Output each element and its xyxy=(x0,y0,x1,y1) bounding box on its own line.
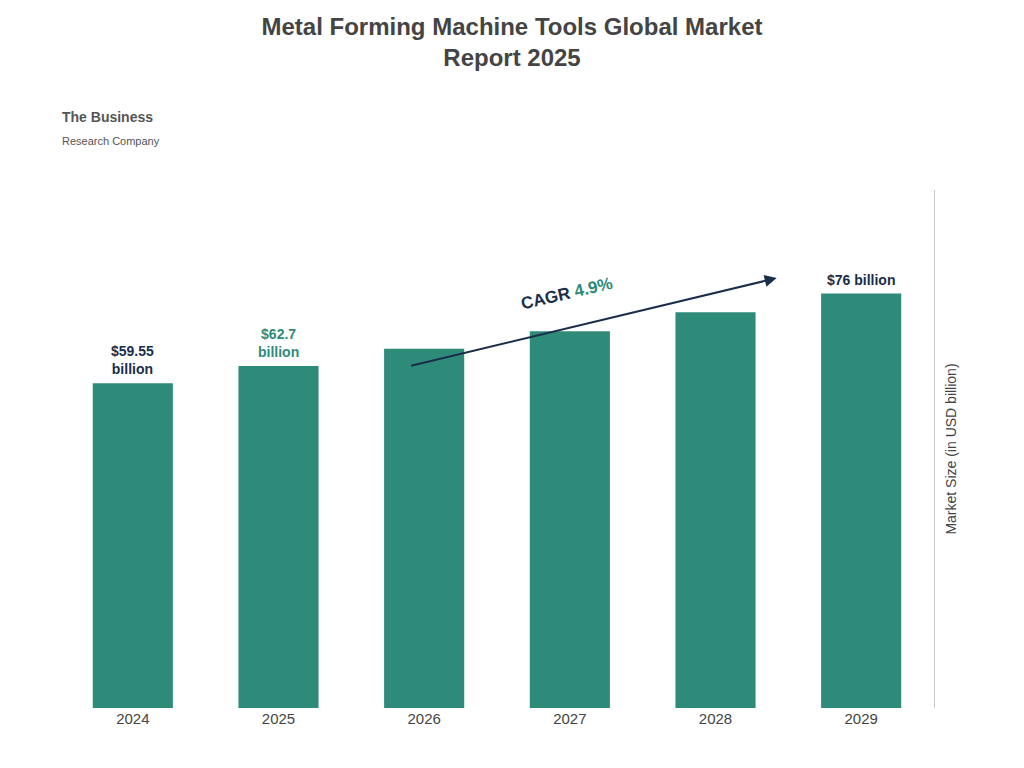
svg-text:Metal Forming Machine Tools Gl: Metal Forming Machine Tools Global Marke… xyxy=(262,13,763,71)
svg-text:$76 billion: $76 billion xyxy=(827,272,895,288)
svg-text:2024: 2024 xyxy=(116,710,149,727)
svg-text:CAGR 4.9%: CAGR 4.9% xyxy=(519,274,614,314)
svg-text:Market Size (in USD billion): Market Size (in USD billion) xyxy=(943,363,959,534)
svg-text:Research Company: Research Company xyxy=(62,135,160,147)
svg-text:The Business: The Business xyxy=(62,109,153,125)
svg-text:$62.7billion: $62.7billion xyxy=(258,326,299,360)
svg-text:2028: 2028 xyxy=(699,710,732,727)
svg-text:2025: 2025 xyxy=(262,710,295,727)
svg-text:$59.55billion: $59.55billion xyxy=(111,343,154,377)
svg-text:2027: 2027 xyxy=(553,710,586,727)
svg-text:2026: 2026 xyxy=(407,710,440,727)
svg-text:2029: 2029 xyxy=(844,710,877,727)
